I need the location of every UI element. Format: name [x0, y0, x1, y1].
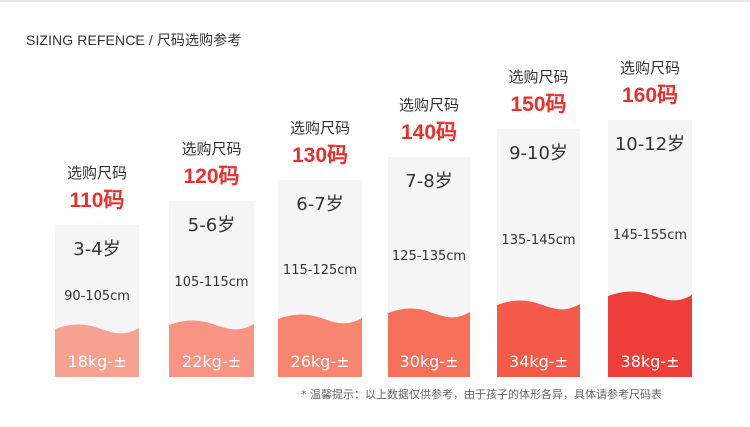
size-code: 120码	[183, 165, 240, 188]
page-heading: SIZING REFENCE / 尺码选购参考	[26, 32, 242, 48]
weight-value: 18kg-±	[67, 352, 127, 371]
size-column: 选购尺码 120码 5-6岁 105-115cm 22kg-±	[159, 0, 264, 427]
size-select-label: 选购尺码	[508, 68, 569, 86]
weight-value: 22kg-±	[182, 352, 241, 371]
size-code: 150码	[510, 93, 567, 116]
weight-fill	[388, 308, 470, 377]
size-select-label: 选购尺码	[181, 140, 242, 158]
weight-fill	[169, 320, 254, 377]
size-column: 选购尺码 110码 3-4岁 90-105cm 18kg-±	[45, 0, 149, 427]
top-divider	[0, 0, 750, 2]
size-card: 5-6岁 105-115cm 22kg-±	[169, 201, 254, 377]
tip-note: * 温馨提示：以上数据仅供参考，由于孩子的体形各异，具体请参考尺码表	[301, 388, 662, 401]
size-select-label: 选购尺码	[619, 59, 680, 77]
height-range: 135-145cm	[501, 233, 576, 248]
size-card: 7-8岁 125-135cm 30kg-±	[388, 157, 470, 377]
size-column: 选购尺码 150码 9-10岁 135-145cm 34kg-±	[487, 0, 590, 427]
size-code: 130码	[291, 144, 349, 167]
size-card: 9-10岁 135-145cm 34kg-±	[497, 129, 580, 377]
size-card: 10-12岁 145-155cm 38kg-±	[608, 120, 692, 377]
height-range: 125-135cm	[391, 249, 467, 264]
height-range: 115-125cm	[282, 263, 358, 278]
size-code: 110码	[69, 189, 125, 212]
age-range: 3-4岁	[73, 239, 121, 260]
size-code: 140码	[400, 121, 458, 144]
size-select-label: 选购尺码	[66, 164, 127, 182]
height-range: 105-115cm	[174, 275, 249, 290]
size-column: 选购尺码 130码 6-7岁 115-125cm 26kg-±	[268, 0, 372, 427]
weight-fill	[55, 324, 139, 377]
size-select-label: 选购尺码	[398, 96, 459, 114]
size-code: 160码	[621, 84, 679, 107]
weight-value: 34kg-±	[509, 352, 568, 371]
size-column: 选购尺码 160码 10-12岁 145-155cm 38kg-±	[598, 0, 702, 427]
age-range: 7-8岁	[405, 171, 453, 192]
height-range: 145-155cm	[612, 228, 688, 243]
weight-value: 30kg-±	[399, 352, 459, 371]
weight-value: 38kg-±	[620, 352, 680, 371]
size-card: 3-4岁 90-105cm 18kg-±	[55, 225, 139, 377]
age-range: 10-12岁	[614, 134, 686, 155]
age-range: 6-7岁	[296, 194, 344, 215]
height-range: 90-105cm	[64, 289, 130, 304]
weight-fill	[497, 300, 580, 377]
age-range: 9-10岁	[509, 143, 568, 164]
size-column: 选购尺码 140码 7-8岁 125-135cm 30kg-±	[378, 0, 480, 427]
size-card: 6-7岁 115-125cm 26kg-±	[278, 180, 362, 377]
weight-value: 26kg-±	[290, 352, 350, 371]
age-range: 5-6岁	[187, 215, 236, 236]
weight-fill	[278, 314, 362, 377]
size-select-label: 选购尺码	[289, 119, 350, 137]
weight-fill	[608, 291, 692, 377]
